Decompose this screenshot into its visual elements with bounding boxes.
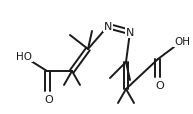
Text: O: O <box>156 80 164 90</box>
Text: O: O <box>45 94 53 104</box>
Text: N: N <box>126 28 134 38</box>
Text: OH: OH <box>174 37 190 47</box>
Text: HO: HO <box>16 52 32 61</box>
Text: N: N <box>104 22 112 32</box>
